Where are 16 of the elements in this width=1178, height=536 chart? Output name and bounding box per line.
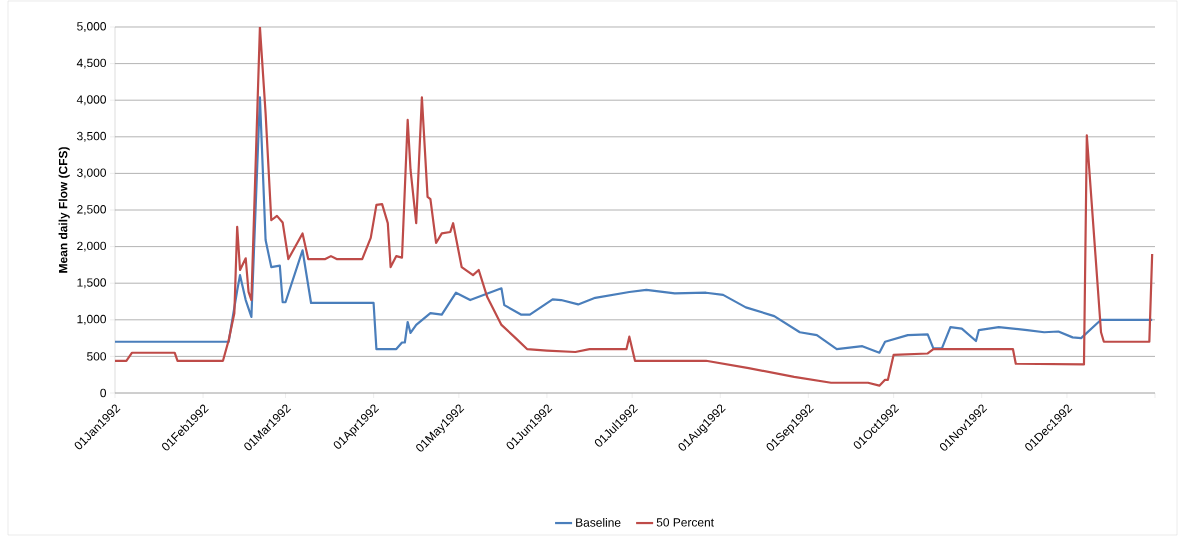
y-tick-label: 500 (87, 352, 107, 361)
y-tick-label: 0 (100, 388, 107, 398)
y-tick-label: 2,000 (77, 241, 107, 252)
y-tick-label: 1,000 (77, 314, 107, 325)
y-tick-label: 5,000 (77, 22, 107, 32)
y-tick-label: 3,500 (77, 131, 107, 142)
line-series (115, 27, 1154, 387)
line-series (115, 96, 1154, 354)
y-tick-label: 2,500 (77, 205, 107, 215)
y-tick-label: 3,000 (77, 168, 107, 179)
y-tick-label: 4,500 (76, 58, 107, 69)
legend-label: 50 Percent (656, 518, 714, 527)
y-tick-label: 4,000 (76, 95, 107, 106)
y-tick-label: 1,500 (77, 278, 107, 289)
y-axis-title: Mean daily Flow (CFS) (58, 147, 70, 273)
legend-label: Baseline (576, 517, 621, 527)
